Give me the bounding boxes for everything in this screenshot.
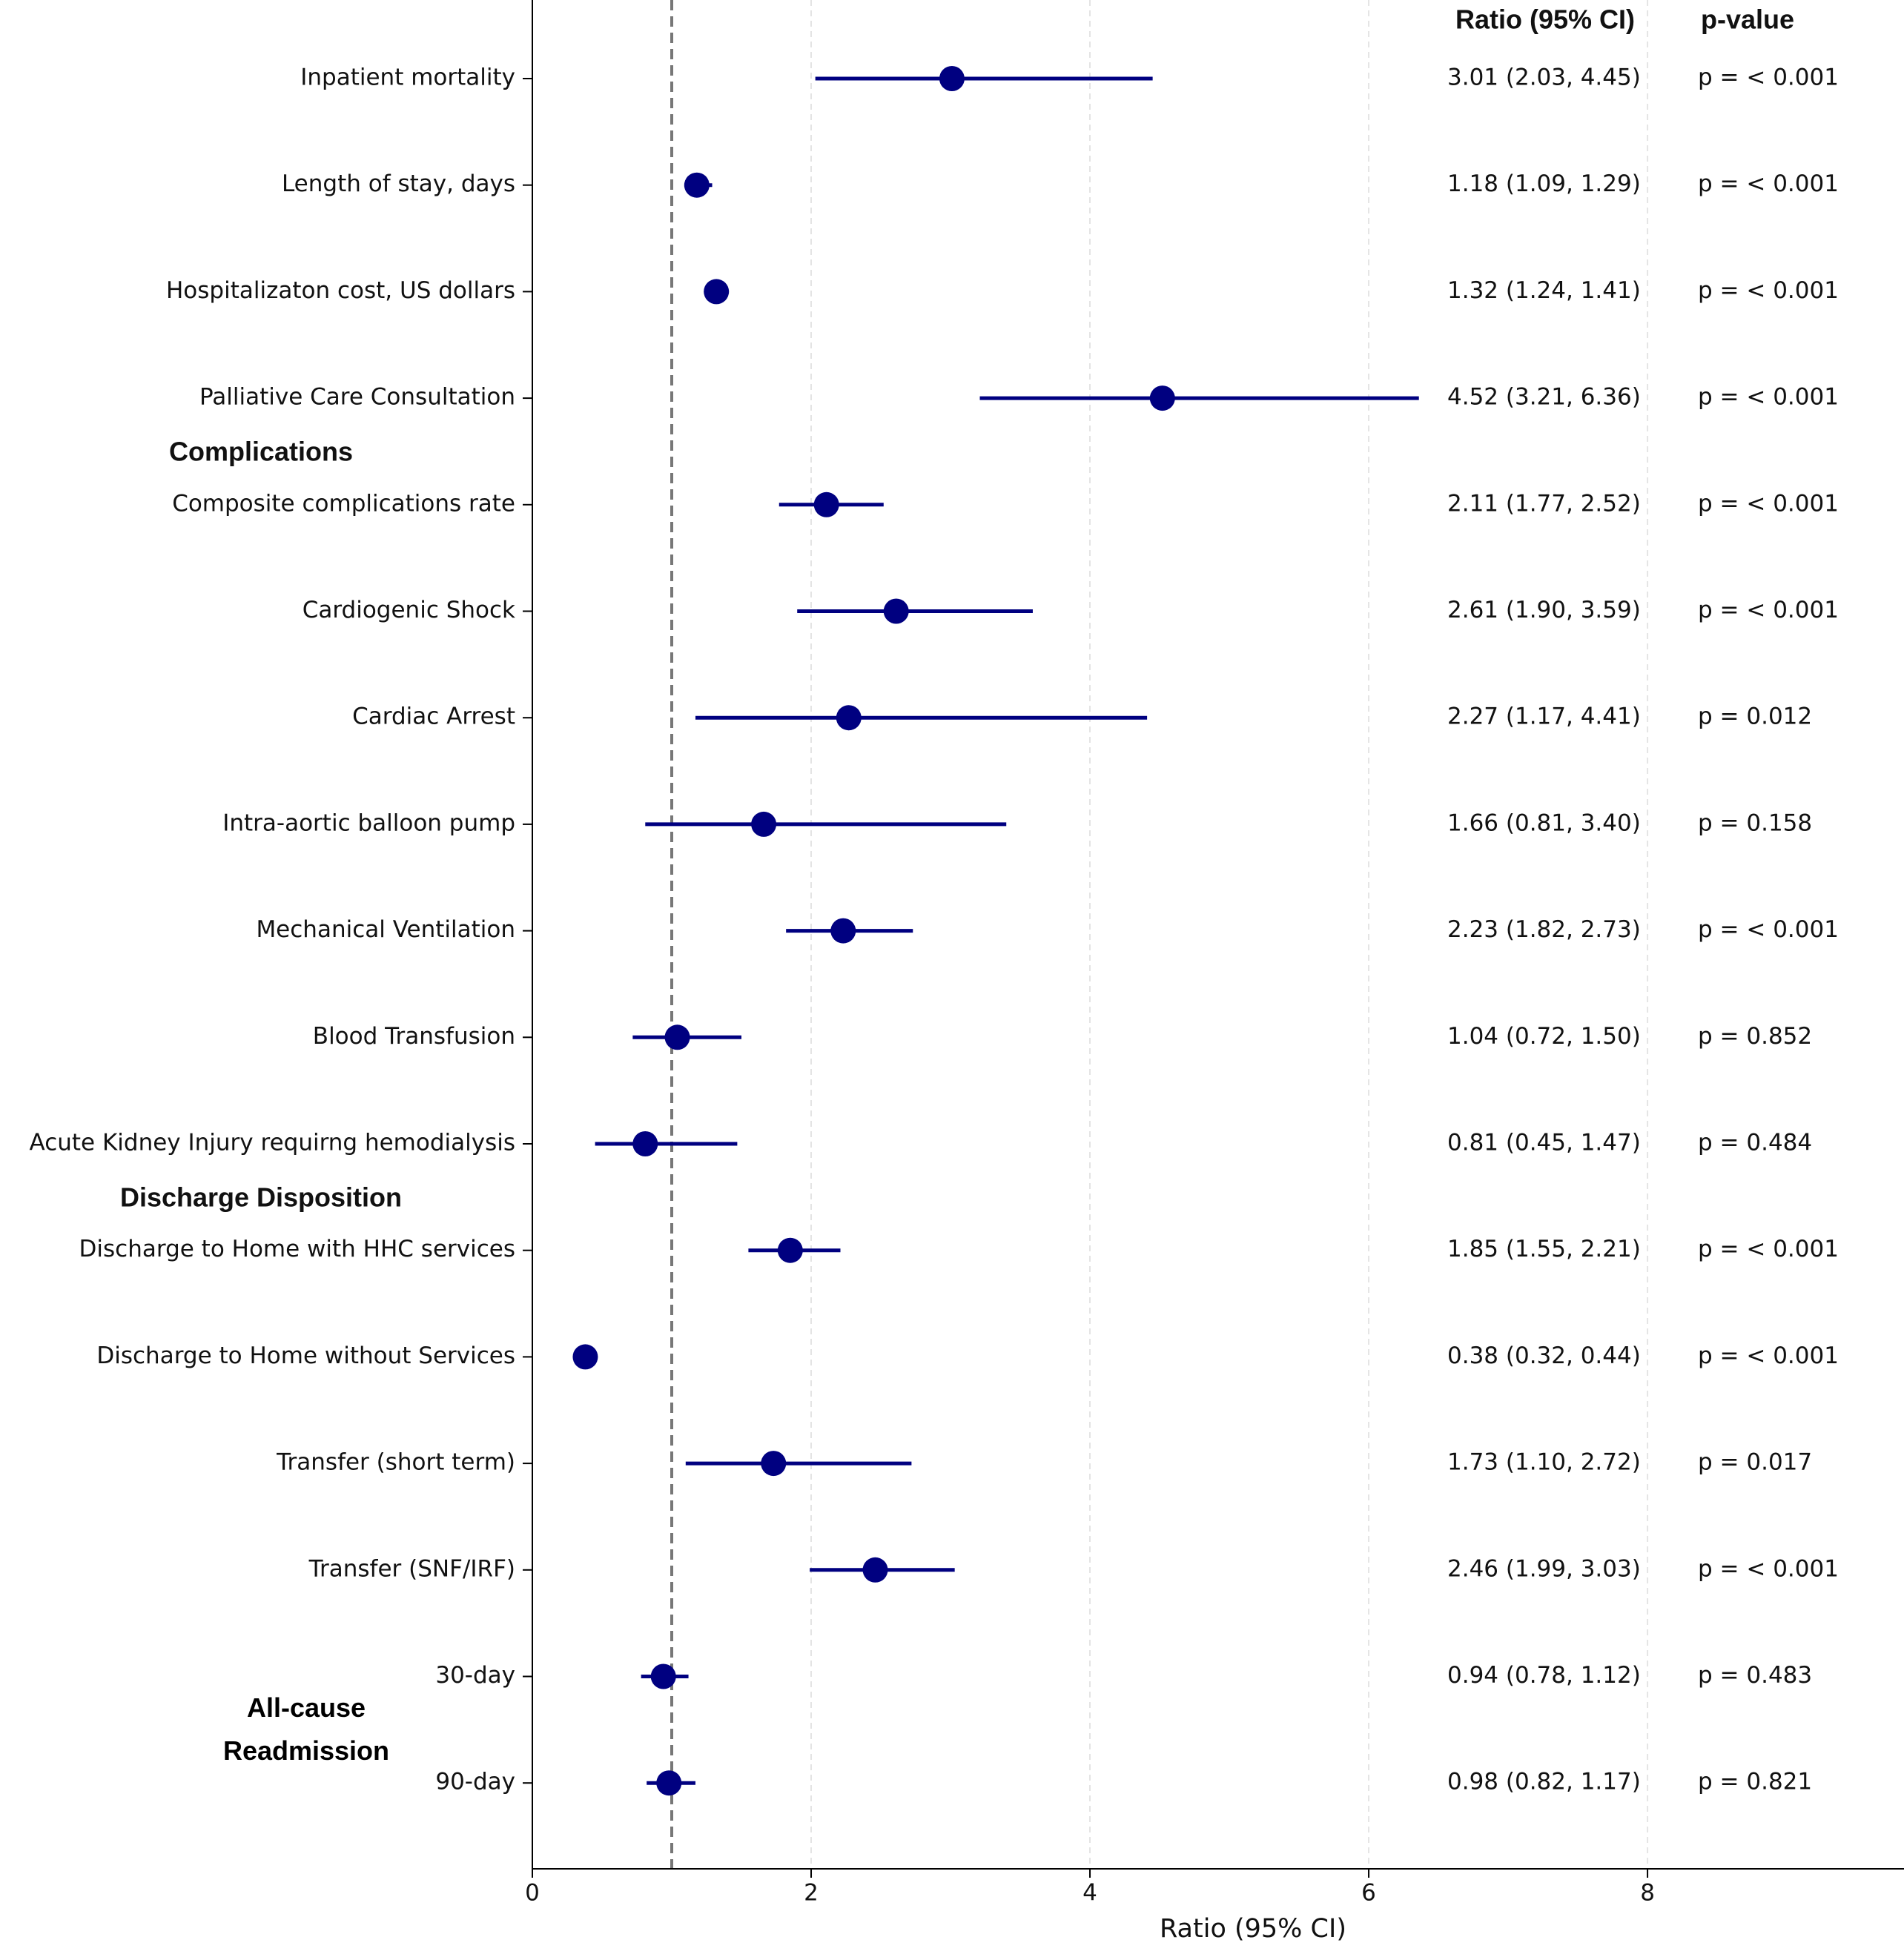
p-label: p = < 0.001 bbox=[1698, 490, 1839, 517]
value-label: 2.11 (1.77, 2.52) bbox=[1447, 490, 1641, 517]
y-tick-label: Mechanical Ventilation bbox=[256, 916, 515, 943]
point bbox=[836, 705, 862, 731]
x-tick-label: 4 bbox=[1082, 1880, 1097, 1907]
y-tick-label: Intra-aortic balloon pump bbox=[222, 810, 515, 836]
point bbox=[684, 172, 710, 198]
section-heading: Complications bbox=[169, 436, 353, 466]
point bbox=[777, 1237, 803, 1263]
point bbox=[656, 1770, 682, 1796]
x-tick-label: 0 bbox=[525, 1880, 540, 1907]
value-label: 2.61 (1.90, 3.59) bbox=[1447, 597, 1641, 623]
y-tick-label: Cardiogenic Shock bbox=[303, 597, 515, 623]
point bbox=[761, 1451, 787, 1477]
y-tick-label: Acute Kidney Injury requirng hemodialysi… bbox=[30, 1130, 515, 1156]
y-tick-label: Palliative Care Consultation bbox=[199, 384, 515, 411]
y-tick-label: Hospitalizaton cost, US dollars bbox=[166, 277, 515, 304]
section-heading: Discharge Disposition bbox=[120, 1182, 402, 1212]
y-tick-label: Transfer (SNF/IRF) bbox=[308, 1555, 515, 1582]
value-label: 1.73 (1.10, 2.72) bbox=[1447, 1449, 1641, 1476]
value-label: 2.46 (1.99, 3.03) bbox=[1447, 1555, 1641, 1582]
p-label: p = < 0.001 bbox=[1698, 64, 1839, 91]
point bbox=[813, 491, 839, 517]
point bbox=[632, 1131, 658, 1156]
x-tick-label: 8 bbox=[1640, 1880, 1655, 1907]
value-label: 4.52 (3.21, 6.36) bbox=[1447, 384, 1641, 411]
value-label: 1.66 (0.81, 3.40) bbox=[1447, 810, 1641, 836]
value-label: 2.27 (1.17, 4.41) bbox=[1447, 703, 1641, 730]
point bbox=[883, 598, 909, 624]
p-label: p = 0.158 bbox=[1698, 810, 1812, 836]
p-label: p = < 0.001 bbox=[1698, 1342, 1839, 1369]
x-axis-label: Ratio (95% CI) bbox=[1160, 1914, 1346, 1944]
p-label: p = < 0.001 bbox=[1698, 277, 1839, 304]
y-tick-label: Discharge to Home without Services bbox=[96, 1342, 515, 1369]
p-label: p = < 0.001 bbox=[1698, 384, 1839, 411]
point bbox=[572, 1344, 598, 1370]
p-label: p = 0.821 bbox=[1698, 1769, 1812, 1795]
y-tick-label: Cardiac Arrest bbox=[352, 703, 515, 730]
p-label: p = 0.852 bbox=[1698, 1023, 1812, 1050]
p-label: p = < 0.001 bbox=[1698, 170, 1839, 197]
y-tick-label: 30-day bbox=[435, 1662, 515, 1689]
y-tick-label: Composite complications rate bbox=[172, 490, 515, 517]
value-label: 0.94 (0.78, 1.12) bbox=[1447, 1662, 1641, 1689]
p-label: p = < 0.001 bbox=[1698, 1236, 1839, 1262]
point bbox=[939, 66, 965, 91]
y-tick-label: Transfer (short term) bbox=[276, 1449, 515, 1476]
p-label: p = 0.484 bbox=[1698, 1130, 1812, 1156]
p-label: p = 0.017 bbox=[1698, 1449, 1812, 1476]
value-label: 1.18 (1.09, 1.29) bbox=[1447, 170, 1641, 197]
column-header: p-value bbox=[1701, 4, 1794, 35]
point bbox=[751, 811, 777, 837]
point bbox=[862, 1557, 888, 1583]
x-tick-label: 2 bbox=[804, 1880, 819, 1907]
column-header: Ratio (95% CI) bbox=[1455, 4, 1635, 35]
value-label: 1.04 (0.72, 1.50) bbox=[1447, 1023, 1641, 1050]
point bbox=[664, 1024, 690, 1050]
p-label: p = 0.483 bbox=[1698, 1662, 1812, 1689]
p-label: p = < 0.001 bbox=[1698, 597, 1839, 623]
x-tick-label: 6 bbox=[1361, 1880, 1376, 1907]
p-label: p = < 0.001 bbox=[1698, 916, 1839, 943]
y-tick-label: Blood Transfusion bbox=[313, 1023, 515, 1050]
section-heading: All-cause Readmission bbox=[222, 1692, 390, 1767]
point bbox=[650, 1663, 676, 1689]
value-label: 1.85 (1.55, 2.21) bbox=[1447, 1236, 1641, 1262]
y-tick-label: Length of stay, days bbox=[282, 170, 515, 197]
value-label: 0.81 (0.45, 1.47) bbox=[1447, 1130, 1641, 1156]
y-tick-label: Inpatient mortality bbox=[300, 64, 515, 91]
value-label: 0.98 (0.82, 1.17) bbox=[1447, 1769, 1641, 1795]
y-tick-label: Discharge to Home with HHC services bbox=[79, 1236, 515, 1262]
value-label: 0.38 (0.32, 0.44) bbox=[1447, 1342, 1641, 1369]
value-label: 3.01 (2.03, 4.45) bbox=[1447, 64, 1641, 91]
point bbox=[830, 918, 856, 944]
y-tick-label: 90-day bbox=[435, 1769, 515, 1795]
value-label: 2.23 (1.82, 2.73) bbox=[1447, 916, 1641, 943]
p-label: p = < 0.001 bbox=[1698, 1555, 1839, 1582]
p-label: p = 0.012 bbox=[1698, 703, 1812, 730]
point bbox=[704, 279, 730, 305]
point bbox=[1149, 385, 1175, 411]
value-label: 1.32 (1.24, 1.41) bbox=[1447, 277, 1641, 304]
